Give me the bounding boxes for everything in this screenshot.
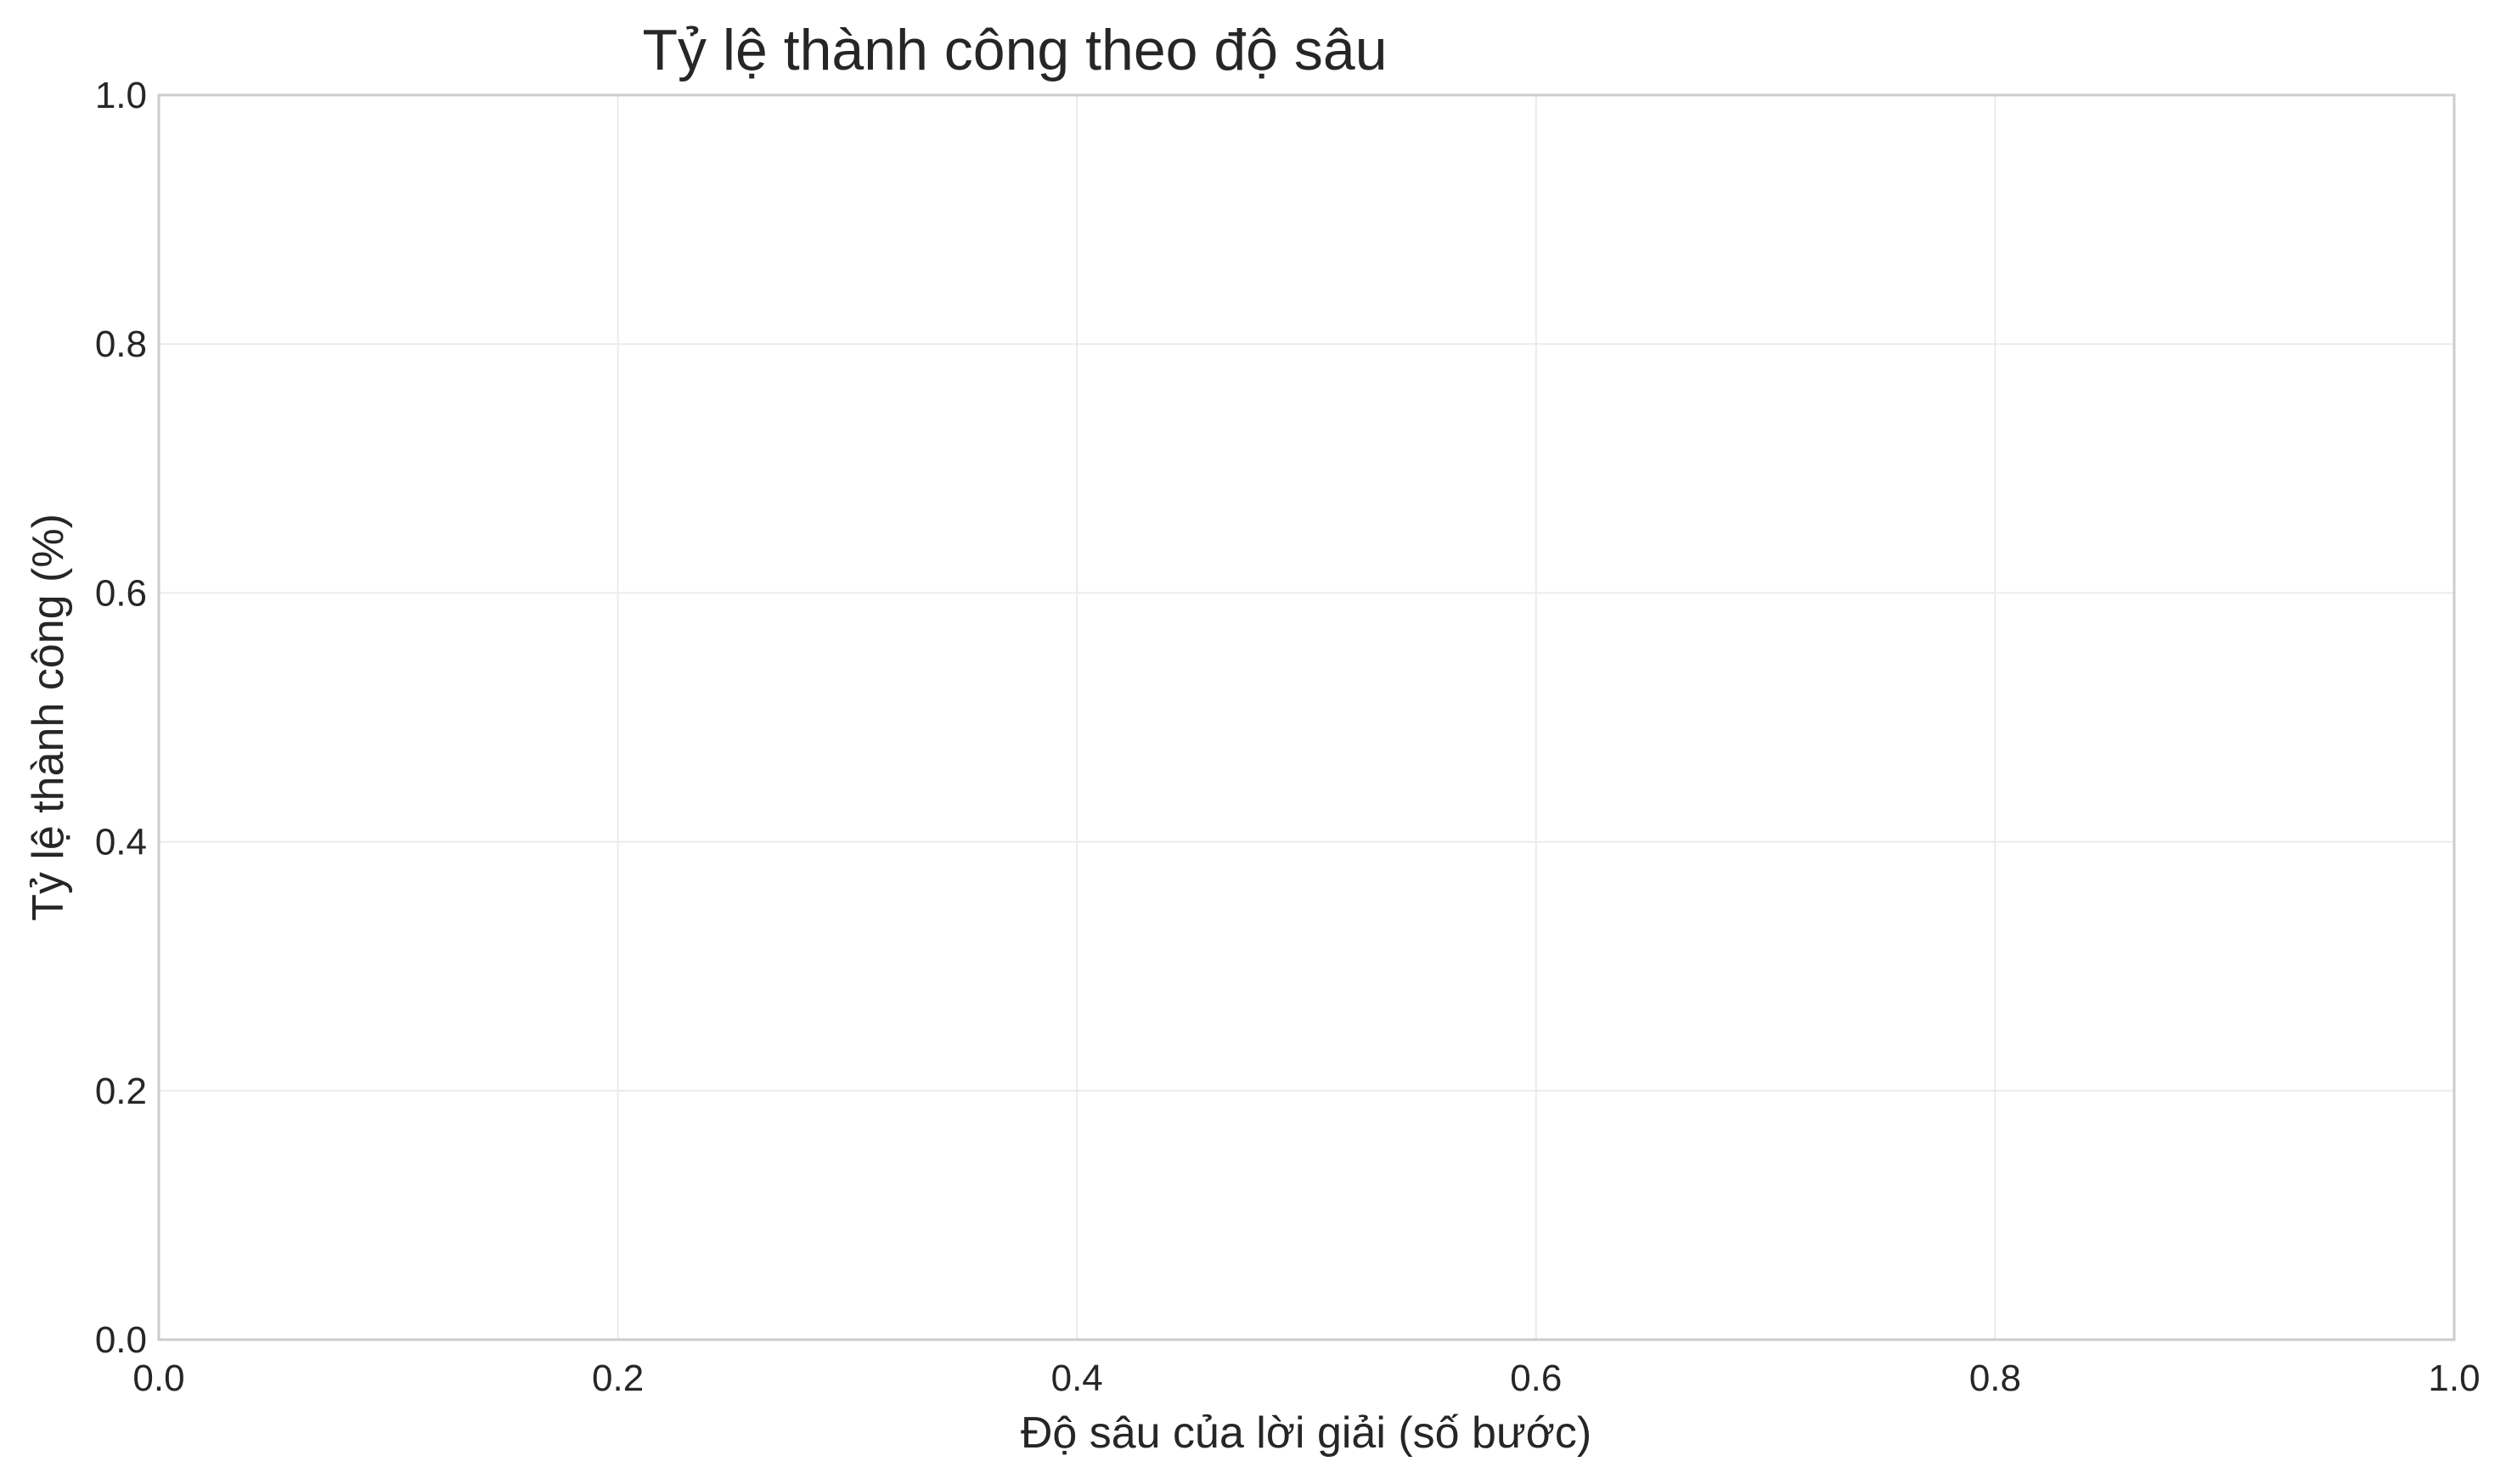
y-axis-label: Tỷ lệ thành công (%) [24, 514, 73, 921]
x-tick-label: 0.0 [132, 1358, 184, 1399]
y-tick-label: 0.0 [95, 1319, 147, 1361]
x-tick-label: 1.0 [2428, 1358, 2480, 1399]
x-tick-label: 0.8 [1969, 1358, 2021, 1399]
y-tick-label: 0.6 [95, 572, 147, 614]
x-axis-label: Độ sâu của lời giải (số bước) [1021, 1408, 1591, 1458]
x-tick-label: 0.2 [592, 1358, 644, 1399]
y-tick-label: 0.2 [95, 1071, 147, 1112]
x-axis-ticks: 0.0 0.2 0.4 0.6 0.8 1.0 [132, 1358, 2480, 1399]
y-axis-ticks: 0.0 0.2 0.4 0.6 0.8 1.0 [95, 75, 147, 1361]
plot-area-frame [157, 93, 2456, 1341]
y-tick-label: 0.4 [95, 822, 147, 863]
y-tick-label: 1.0 [95, 75, 147, 116]
x-tick-label: 0.4 [1051, 1358, 1103, 1399]
y-tick-label: 0.8 [95, 323, 147, 365]
x-tick-label: 0.6 [1510, 1358, 1562, 1399]
chart-title: Tỷ lệ thành công theo độ sâu [642, 18, 1387, 82]
